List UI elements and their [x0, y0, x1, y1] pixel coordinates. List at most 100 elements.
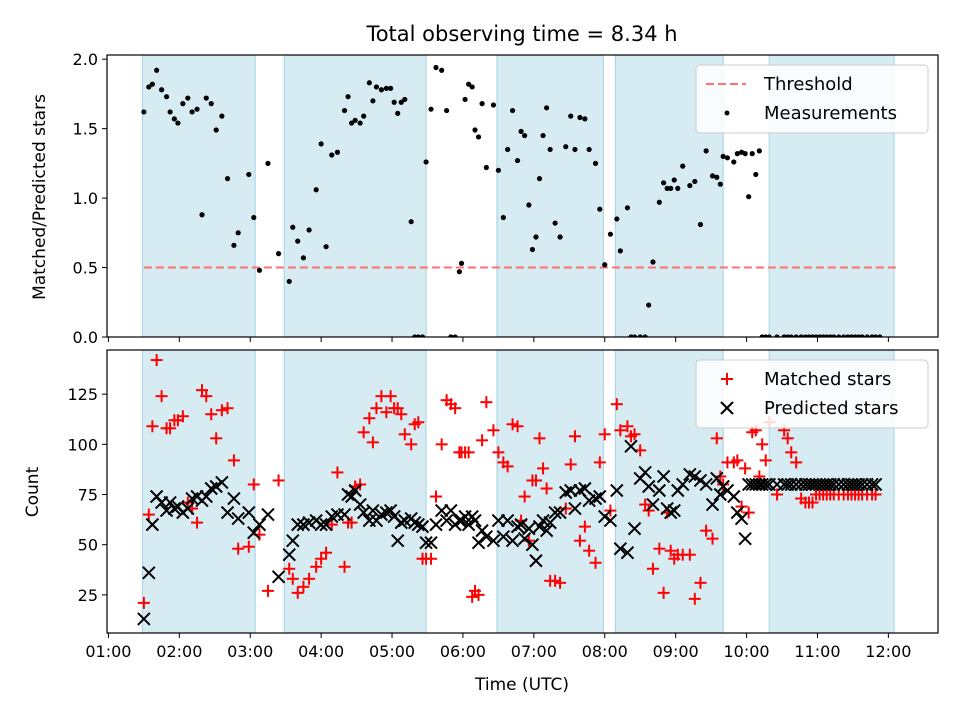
- measurement-point: [660, 180, 667, 186]
- y-tick-label: 25: [78, 586, 98, 605]
- predicted-point: [613, 541, 628, 556]
- matched-point: [331, 466, 344, 479]
- measurement-point: [286, 278, 292, 285]
- y-tick-label: 1.5: [73, 120, 98, 139]
- matched-point: [297, 580, 310, 593]
- measurement-point: [378, 87, 385, 93]
- measurement-point: [500, 214, 506, 221]
- measurement-point: [469, 84, 475, 90]
- measurement-point: [742, 151, 748, 157]
- predicted-point: [337, 507, 352, 522]
- measurement-point: [614, 216, 620, 222]
- measurement-point: [323, 244, 329, 250]
- x-tick-label: 10:00: [724, 642, 770, 661]
- measurement-point: [522, 132, 528, 139]
- predicted-point: [868, 477, 883, 492]
- predicted-point: [496, 529, 511, 544]
- measurement-point: [472, 127, 478, 133]
- measurement-point: [462, 96, 468, 103]
- measurement-point: [563, 144, 569, 150]
- measurement-point: [318, 141, 324, 147]
- matched-point: [191, 516, 204, 529]
- ylabel-bottom: Count: [23, 466, 43, 517]
- predicted-point: [734, 511, 749, 526]
- measurement-point: [357, 120, 363, 126]
- measurement-point: [703, 148, 709, 154]
- measurement-point: [479, 101, 485, 107]
- matched-point: [589, 556, 602, 569]
- predicted-point: [627, 521, 642, 536]
- predicted-point: [784, 477, 798, 492]
- matched-point: [714, 470, 727, 483]
- legend-top: Threshold Measurements: [695, 64, 929, 134]
- measurement-point: [675, 185, 681, 191]
- matched-point: [412, 416, 425, 429]
- matched-point: [242, 540, 255, 553]
- predicted-point: [424, 535, 438, 550]
- predicted-point: [286, 533, 300, 548]
- measurement-point: [483, 164, 489, 171]
- measurement-point: [415, 334, 421, 337]
- measurement-point: [295, 238, 301, 244]
- predicted-point: [525, 537, 540, 552]
- predicted-point: [137, 612, 151, 626]
- predicted-point: [231, 511, 245, 526]
- matched-point: [487, 424, 500, 437]
- y-tick-label: 0.5: [73, 259, 98, 278]
- predicted-point: [638, 465, 652, 480]
- matched-point: [593, 456, 606, 469]
- legend-predicted-label: Predicted stars: [764, 398, 898, 419]
- matched-point: [150, 354, 163, 367]
- matched-point: [142, 508, 155, 521]
- predicted-point: [514, 517, 528, 532]
- measurement-point: [505, 146, 511, 153]
- measurement-point: [334, 149, 341, 155]
- measurement-point: [300, 255, 307, 261]
- matched-point: [320, 546, 333, 559]
- plot-frame-top: [106, 54, 939, 338]
- measurement-point: [509, 107, 516, 114]
- predicted-point: [142, 566, 156, 580]
- measurement-point: [836, 334, 842, 337]
- x-tick-label: 07:00: [511, 642, 557, 661]
- measurement-point: [859, 334, 865, 337]
- predicted-point: [522, 521, 536, 536]
- measurement-point: [185, 95, 191, 101]
- predicted-point: [429, 517, 443, 532]
- predicted-point: [578, 481, 592, 496]
- measurement-point: [383, 85, 389, 91]
- measurement-point: [697, 221, 704, 228]
- x-tick-label: 05:00: [369, 642, 415, 661]
- measurement-point: [419, 334, 426, 337]
- measurement-point: [831, 334, 837, 337]
- matched-point: [232, 542, 245, 555]
- predicted-point: [145, 517, 160, 532]
- x-tick-label: 02:00: [156, 642, 202, 661]
- predicted-point: [163, 495, 177, 510]
- matched-point: [472, 588, 485, 601]
- matched-point: [303, 572, 316, 585]
- matched-point: [137, 596, 150, 609]
- matched-point: [706, 532, 719, 545]
- matched-point: [286, 572, 299, 585]
- predicted-point: [159, 503, 174, 518]
- measurement-point: [586, 146, 592, 153]
- predicted-point: [529, 554, 543, 568]
- predicted-point: [676, 477, 690, 492]
- matched-point: [462, 446, 475, 459]
- predicted-point: [282, 548, 296, 562]
- y-tick-label: 0.0: [73, 328, 98, 347]
- measurement-point: [607, 231, 614, 237]
- measurement-point: [877, 334, 883, 337]
- predicted-point: [348, 483, 362, 498]
- measurement-point: [349, 120, 355, 126]
- measurement-point: [428, 106, 434, 112]
- predicted-point: [319, 517, 333, 532]
- matched-point: [466, 590, 479, 603]
- matched-point: [639, 498, 652, 511]
- matched-point: [370, 402, 383, 415]
- measurement-point: [518, 128, 524, 135]
- matched-point: [578, 520, 591, 533]
- measurement-point: [568, 113, 574, 119]
- predicted-point: [620, 546, 635, 560]
